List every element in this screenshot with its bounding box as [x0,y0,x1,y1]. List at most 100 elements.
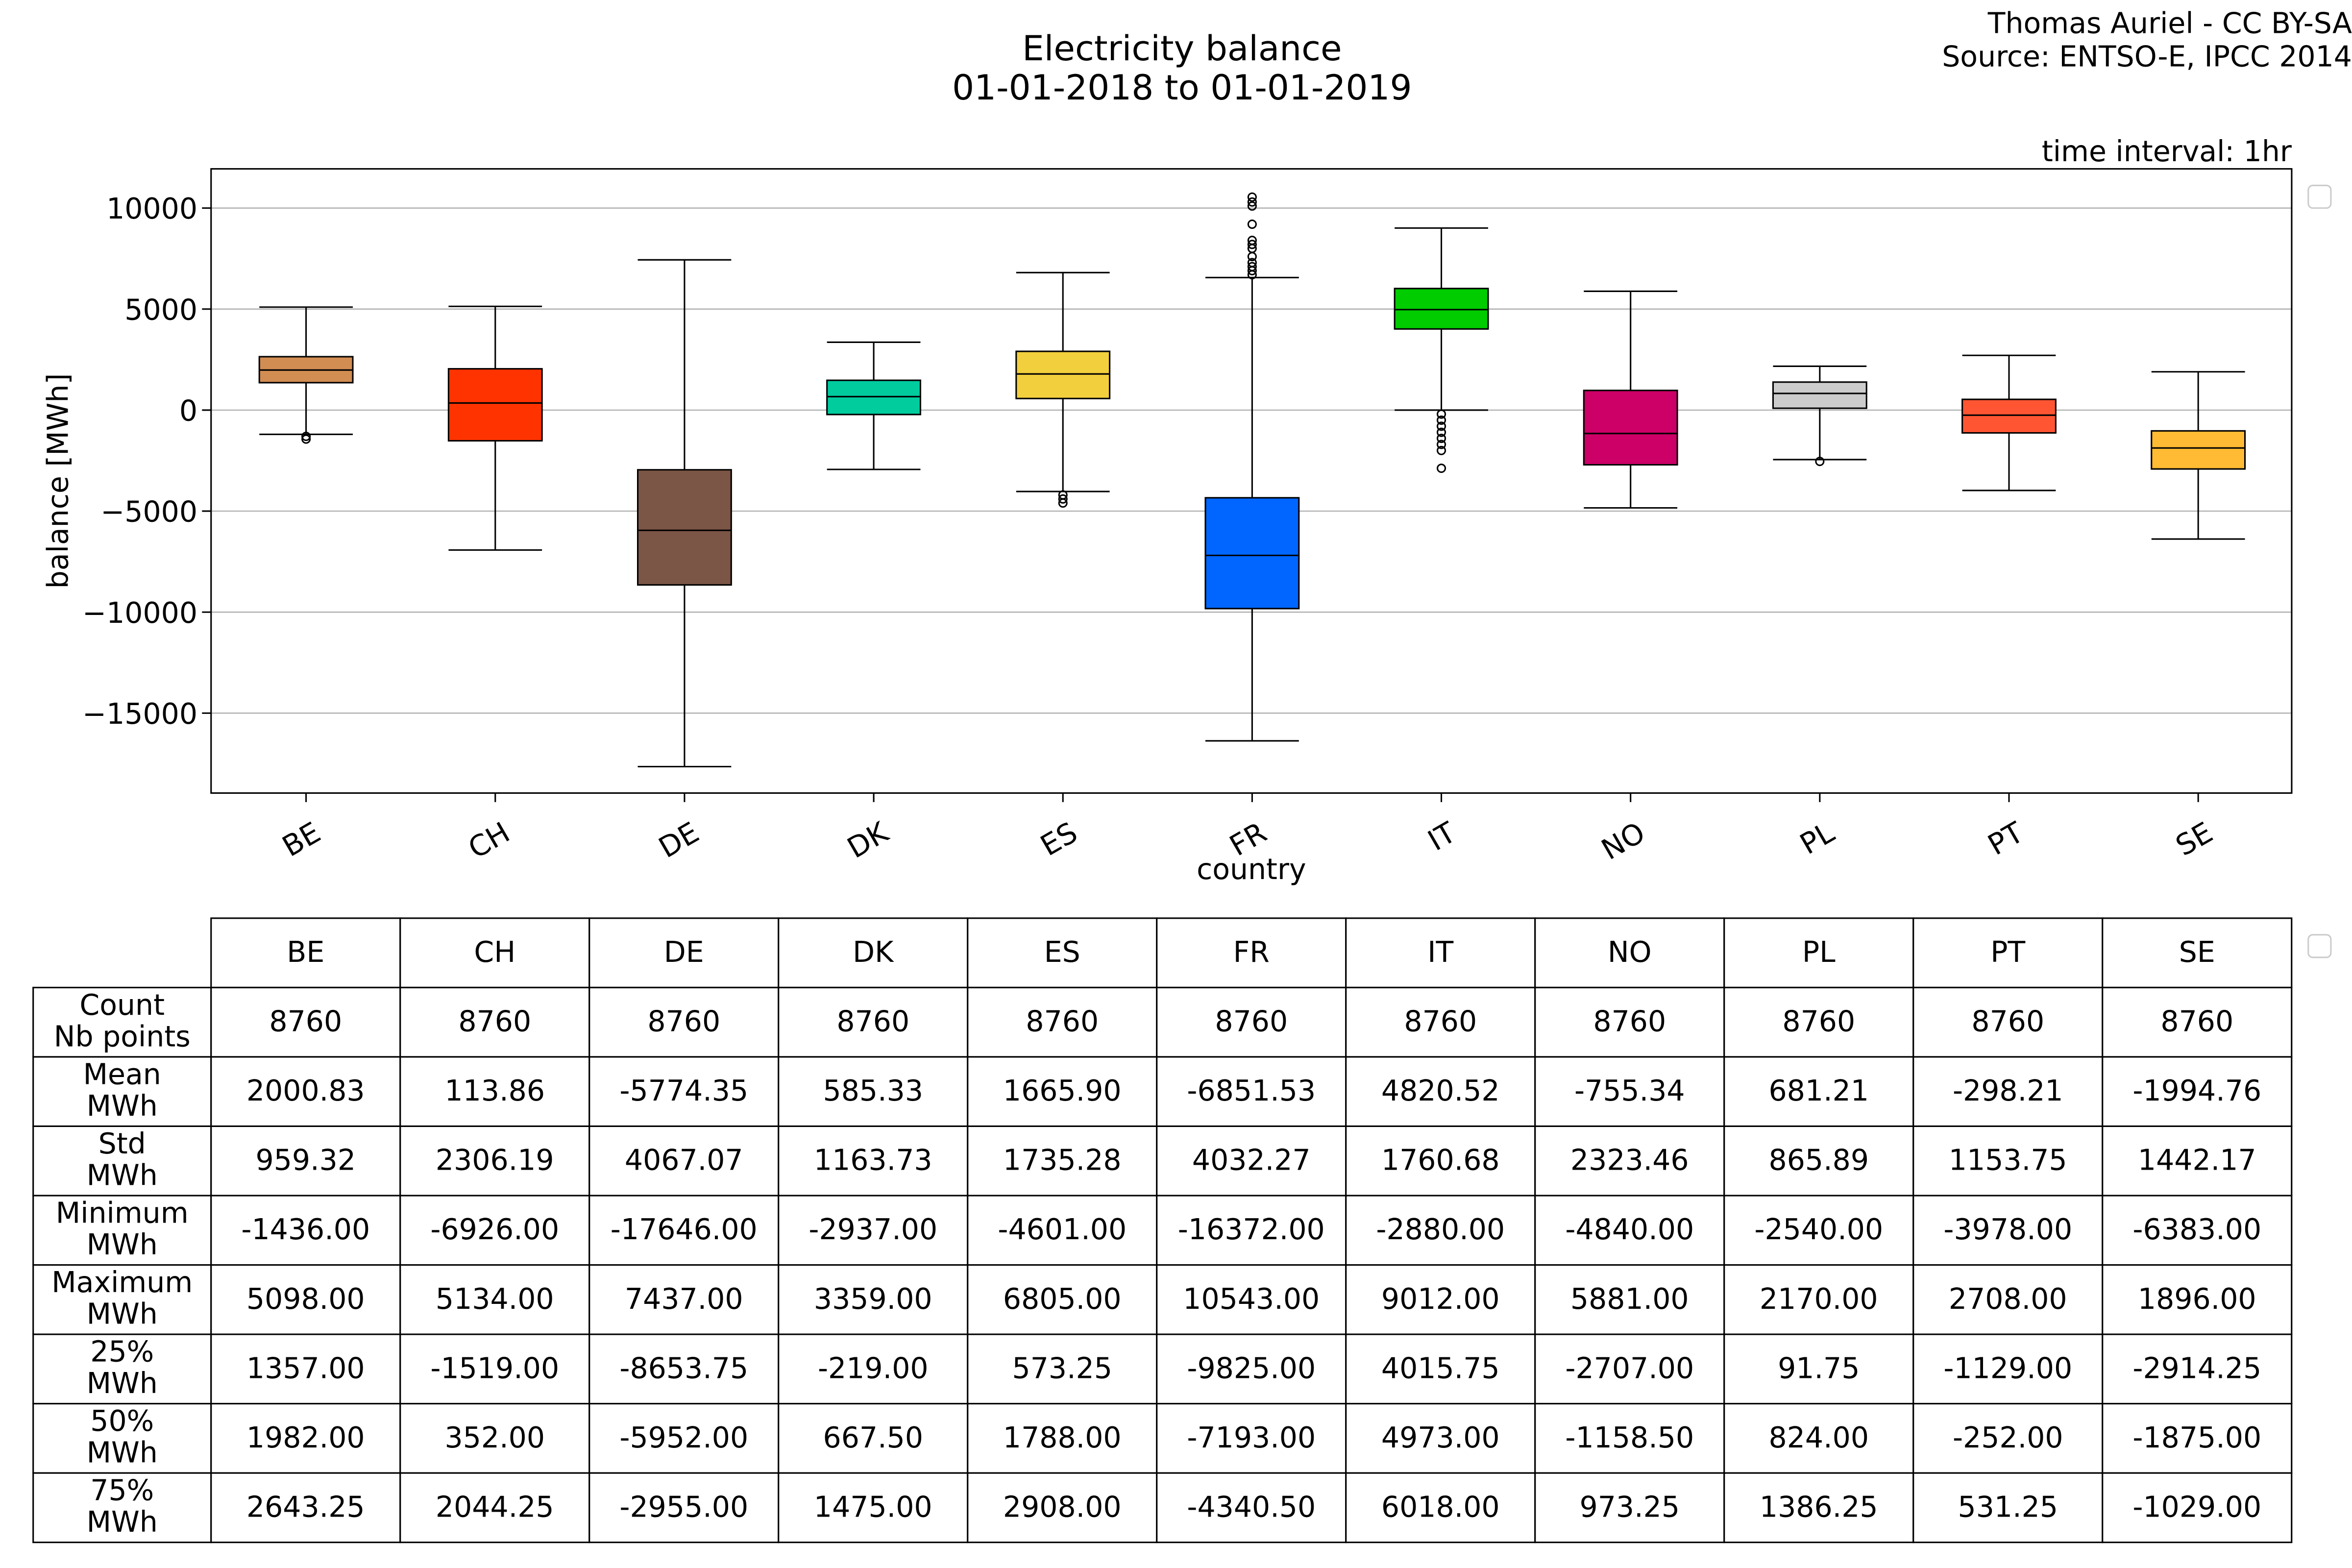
table-cell-value: -1436.00 [241,1213,370,1246]
table-cell-value: 5098.00 [246,1282,365,1316]
row-header-line1: 25% [90,1335,154,1368]
outlier-point [1247,262,1257,271]
table-cell-value: 2044.25 [436,1490,554,1523]
table-cell [967,1472,1158,1544]
outlier-point [301,431,311,441]
table-cell-value: 8760 [1404,1005,1477,1038]
table-cell-value: 8760 [1026,1005,1099,1038]
table-cell-value: -252.00 [1953,1421,2063,1454]
table-cell-value: 8760 [1782,1005,1855,1038]
table-cell-value: 865.89 [1769,1144,1869,1177]
table-cell-value: 2170.00 [1760,1282,1878,1316]
table-cell-value: 824.00 [1769,1421,1869,1454]
table-cell-value: -8653.75 [619,1351,748,1385]
table-cell-value: 8760 [269,1005,342,1038]
table-cell [210,986,401,1058]
time-interval-label: time interval: 1hr [2042,135,2292,168]
y-tick-label: −5000 [100,495,197,529]
table-cell-value: 8760 [1971,1005,2044,1038]
table-cell-value: 1788.00 [1003,1421,1122,1454]
table-cell [399,1472,590,1544]
table-cell [1723,1264,1914,1335]
table-cell-value: -16372.00 [1178,1213,1325,1246]
outlier-point [1437,445,1446,455]
iqr-box [637,469,732,586]
table-cell [778,1264,969,1335]
table-cell [1345,986,1536,1058]
table-cell [1156,1403,1347,1474]
table-cell-value: -1158.50 [1565,1421,1694,1454]
table-cell [1723,1403,1914,1474]
table-cell-value: 1163.73 [814,1144,932,1177]
table-cell [210,1403,401,1474]
outlier-point [1437,409,1446,419]
column-header: DK [853,935,894,969]
table-cell [399,1264,590,1335]
table-cell [2102,1125,2293,1197]
x-tick-label: NO [1596,815,1651,866]
y-tick-label: 10000 [106,192,197,225]
table-cell [588,986,780,1058]
outlier-point [1437,421,1446,431]
table-cell-value: 1982.00 [246,1421,365,1454]
credit-source: Source: ENTSO-E, IPCC 2014 [1942,40,2352,73]
table-cell-value: 585.33 [823,1074,924,1107]
box-it [1394,227,1489,473]
y-tick-label: −15000 [82,697,197,731]
box-pt [1961,354,2057,491]
table-cell-value: -2540.00 [1754,1213,1883,1246]
column-header-cell [1156,917,1347,988]
column-header: FR [1233,935,1270,969]
table-cell-value: 2306.19 [436,1144,554,1177]
table-cell [1156,1056,1347,1127]
x-tick-label: DK [842,815,895,865]
x-tick-label: PL [1794,815,1840,861]
table-cell-value: 7437.00 [625,1282,743,1316]
box-dk [826,341,921,470]
outlier-point [1437,434,1446,443]
x-tick-label: ES [1035,815,1083,862]
table-cell [1345,1472,1536,1544]
outlier-point [1247,240,1257,249]
table-cell-value: -1994.76 [2132,1074,2261,1107]
table-cell [967,1125,1158,1197]
table-cell [1534,986,1725,1058]
table-cell-value: 6805.00 [1003,1282,1122,1316]
column-header-cell [588,917,780,988]
table-cell [399,1333,590,1405]
x-tick-label: DE [653,815,705,864]
table-cell-value: 2323.46 [1570,1144,1689,1177]
table-cell [210,1056,401,1127]
outlier-point [1437,416,1446,425]
table-cell [1912,1056,2104,1127]
table-cell-value: 4032.27 [1192,1144,1311,1177]
chart-title-line1: Electricity balance [1022,28,1342,69]
table-cell-value: 667.50 [823,1421,924,1454]
table-cell [1723,986,1914,1058]
table-cell-value: 8760 [836,1005,909,1038]
box-fr [1204,192,1300,742]
table-cell [2102,1472,2293,1544]
row-header-cell [32,986,212,1058]
row-header-cell [32,1195,212,1266]
x-tick-label: CH [463,815,515,865]
table-cell-value: 2643.25 [246,1490,365,1523]
table-cell [967,1264,1158,1335]
table-cell [1912,1333,2104,1405]
table-cell [1723,1056,1914,1127]
table-cell [399,1195,590,1266]
table-cell [399,986,590,1058]
y-axis-label: balance [MWh] [41,373,74,589]
column-header: DE [664,935,704,969]
outlier-point [1247,201,1257,211]
row-header-line1: 50% [90,1404,154,1438]
column-header: CH [474,935,515,969]
table-cell-value: 9012.00 [1381,1282,1500,1316]
column-header: SE [2179,935,2215,969]
table-cell-value: -17646.00 [611,1213,758,1246]
table-cell [588,1264,780,1335]
row-header-line2: Nb points [54,1020,191,1053]
table-cell-value: -2914.25 [2132,1351,2261,1385]
table-cell [210,1333,401,1405]
